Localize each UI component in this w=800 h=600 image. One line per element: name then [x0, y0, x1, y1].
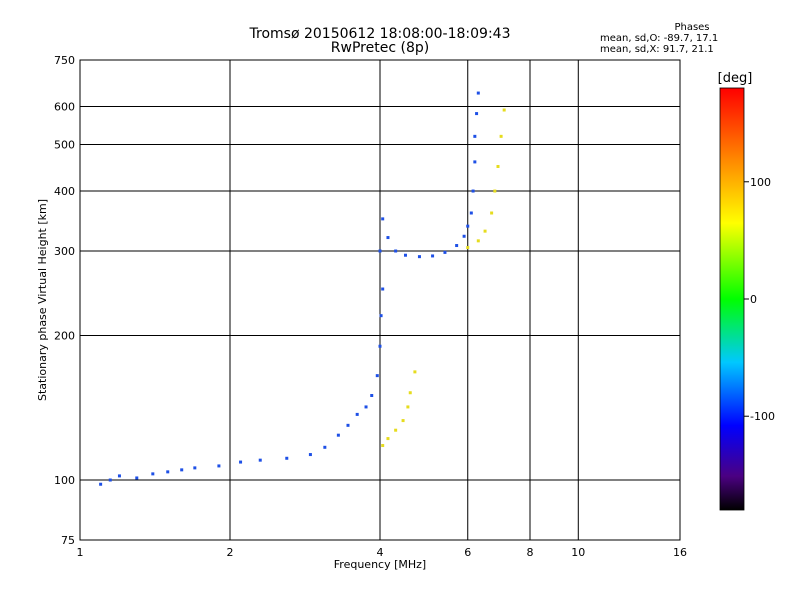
- data-point-x-mode: [493, 189, 497, 193]
- data-point-x-mode: [401, 419, 405, 423]
- data-point-x-mode: [496, 164, 500, 168]
- data-point-x-mode: [406, 405, 410, 409]
- chart-title: Tromsø 20150612 18:08:00-18:09:43: [249, 26, 511, 42]
- plot-frame: [79, 59, 681, 541]
- x-axis-label: Frequency [MHz]: [334, 558, 426, 571]
- data-point-x-mode: [490, 211, 494, 215]
- data-point-x-mode: [394, 428, 398, 432]
- data-point-x-mode: [502, 108, 506, 112]
- colorbar-label: [deg]: [718, 71, 753, 86]
- data-point-o-mode: [443, 250, 447, 254]
- data-point-o-mode: [462, 234, 466, 238]
- x-tick-label: 16: [673, 546, 687, 559]
- data-point-x-mode: [466, 246, 470, 250]
- x-tick-labels: 1 2 4 6 8 10 16: [77, 546, 688, 559]
- data-point-x-mode: [499, 134, 503, 138]
- data-point-x-mode: [476, 239, 480, 243]
- data-point-o-mode: [378, 344, 382, 348]
- data-point-o-mode: [466, 224, 470, 228]
- data-point-o-mode: [239, 460, 243, 464]
- data-point-o-mode: [473, 160, 477, 164]
- chart-subtitle: RwPretec (8p): [330, 40, 430, 56]
- data-point-o-mode: [370, 394, 374, 398]
- phase-x-line: mean, sd,X: 91.7, 21.1: [600, 44, 714, 55]
- y-tick-label: 400: [54, 185, 75, 198]
- data-point-o-mode: [473, 134, 477, 138]
- data-point-o-mode: [355, 412, 359, 416]
- colorbar-tick-label: 100: [750, 176, 771, 189]
- colorbar: [719, 87, 745, 511]
- data-point-o-mode: [378, 249, 382, 253]
- grid: [80, 60, 680, 540]
- data-point-o-mode: [364, 405, 368, 409]
- data-point-o-mode: [417, 255, 421, 259]
- colorbar-ticks: 100 0 -100: [744, 176, 775, 423]
- phase-summary: Phases mean, sd,O: -89.7, 17.1 mean, sd,…: [600, 22, 740, 55]
- data-point-o-mode: [346, 423, 350, 427]
- data-point-o-mode: [394, 249, 398, 253]
- data-point-o-mode: [217, 464, 221, 468]
- data-point-o-mode: [193, 466, 197, 470]
- data-point-x-mode: [381, 444, 385, 448]
- data-point-o-mode: [258, 458, 262, 462]
- data-point-o-mode: [431, 254, 435, 258]
- data-point-o-mode: [285, 456, 289, 460]
- phase-heading: Phases: [674, 22, 710, 33]
- data-point-o-mode: [166, 470, 170, 474]
- data-point-o-mode: [386, 236, 390, 240]
- data-point-o-mode: [117, 474, 121, 478]
- y-tick-label: 750: [54, 54, 75, 67]
- phase-o-line: mean, sd,O: -89.7, 17.1: [600, 33, 719, 44]
- colorbar-tick-label: -100: [750, 410, 775, 423]
- y-tick-label: 300: [54, 245, 75, 258]
- data-point-x-mode: [408, 391, 412, 395]
- x-tick-label: 8: [527, 546, 534, 559]
- data-point-o-mode: [455, 244, 459, 248]
- data-point-o-mode: [469, 211, 473, 215]
- colorbar-tick-label: 0: [750, 293, 757, 306]
- data-point-o-mode: [381, 287, 385, 291]
- data-point-o-mode: [475, 112, 479, 116]
- data-point-o-mode: [476, 91, 480, 95]
- data-point-o-mode: [151, 472, 155, 476]
- y-tick-labels: 75 100 200 300 400 500 600 750: [54, 54, 75, 547]
- x-tick-label: 10: [571, 546, 585, 559]
- data-point-o-mode: [375, 374, 379, 378]
- data-point-o-mode: [308, 453, 312, 457]
- y-tick-label: 500: [54, 139, 75, 152]
- data-point-o-mode: [379, 314, 383, 318]
- x-tick-label: 2: [227, 546, 234, 559]
- data-point-o-mode: [99, 482, 103, 486]
- data-point-x-mode: [413, 370, 417, 374]
- data-point-x-mode: [386, 437, 390, 441]
- data-point-o-mode: [135, 476, 139, 480]
- data-point-o-mode: [323, 445, 327, 449]
- data-point-o-mode: [336, 433, 340, 437]
- y-tick-label: 600: [54, 101, 75, 114]
- data-points: [99, 91, 506, 486]
- data-point-x-mode: [483, 229, 487, 233]
- x-tick-label: 1: [77, 546, 84, 559]
- y-tick-label: 100: [54, 474, 75, 487]
- data-point-o-mode: [381, 217, 385, 221]
- y-axis-label: Stationary phase Virtual Height [km]: [36, 199, 49, 401]
- y-tick-label: 200: [54, 330, 75, 343]
- y-tick-label: 75: [61, 534, 75, 547]
- x-tick-label: 6: [464, 546, 471, 559]
- x-tick-label: 4: [377, 546, 384, 559]
- data-point-o-mode: [108, 478, 112, 482]
- data-point-o-mode: [403, 253, 407, 257]
- data-point-o-mode: [471, 189, 475, 193]
- data-point-o-mode: [180, 468, 184, 472]
